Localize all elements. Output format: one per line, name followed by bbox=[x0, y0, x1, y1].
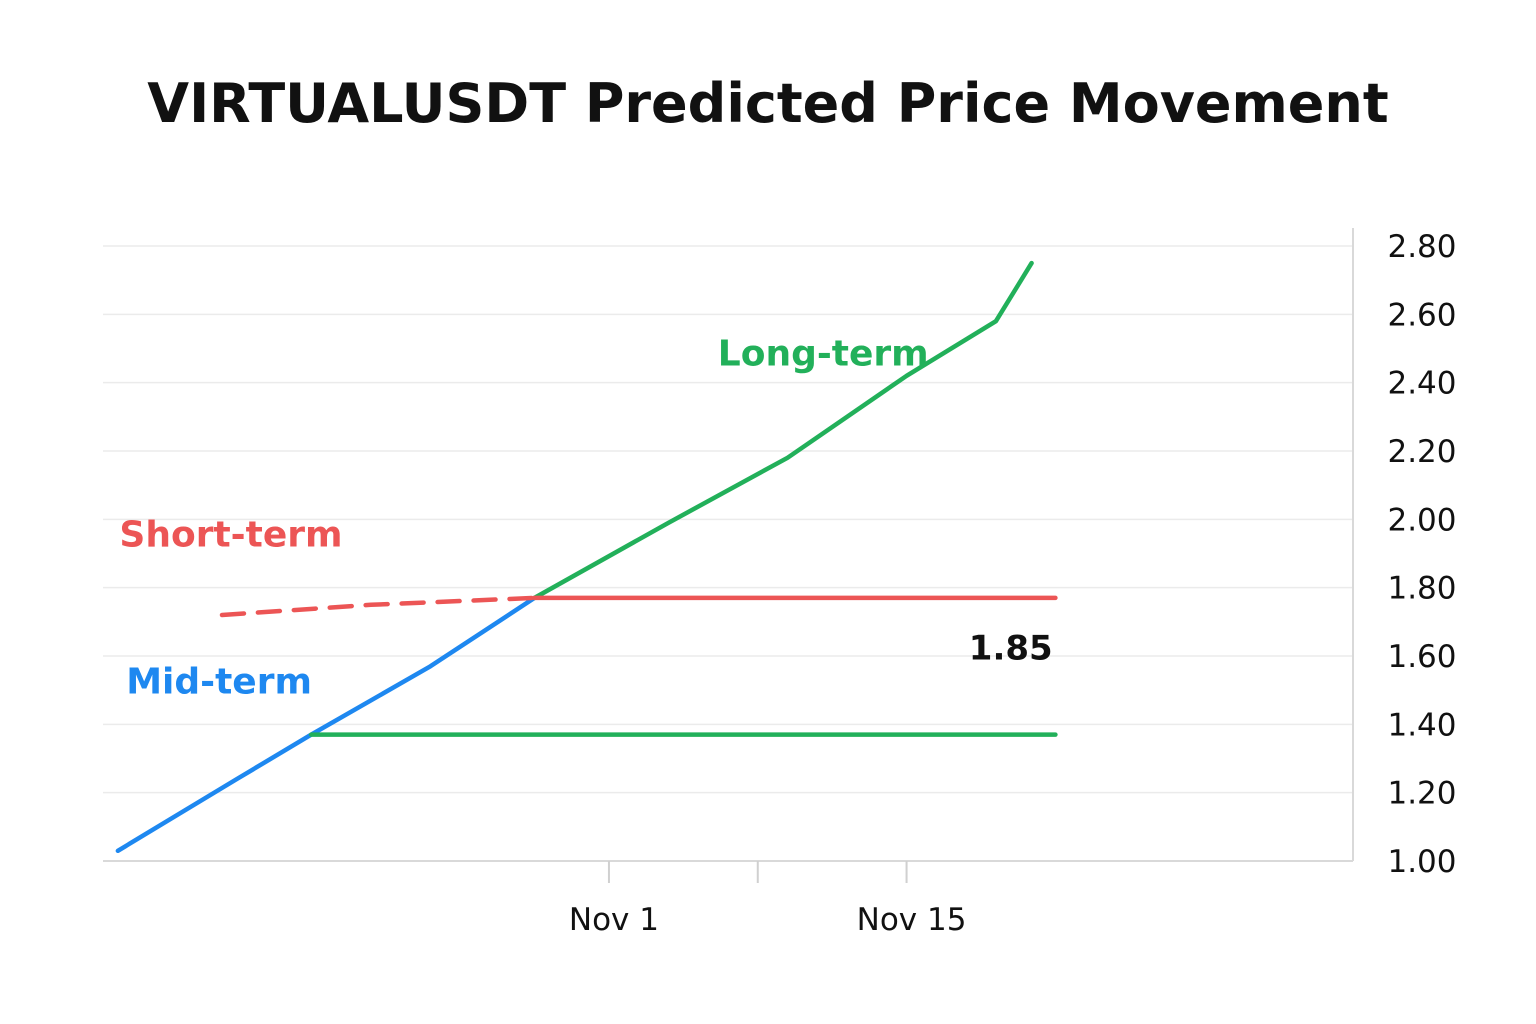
axes: 1.00 1.20 1.40 1.60 1.80 2.00 2.20 2.40 2.60 2.80… bbox=[103, 228, 1457, 938]
value-annotation: 1.85 bbox=[969, 628, 1053, 668]
x-tick-label: Nov 1 bbox=[569, 902, 659, 938]
gridlines bbox=[103, 245, 1353, 794]
y-tick-label: 2.20 bbox=[1387, 434, 1456, 470]
x-tick-label: Nov 15 bbox=[857, 902, 967, 938]
series-label-short-term: Short-term bbox=[119, 515, 342, 556]
y-tick-label: 1.40 bbox=[1387, 707, 1456, 743]
series-lines bbox=[115, 260, 1058, 854]
series-label-long-term: Long-term bbox=[718, 334, 929, 375]
series-line-long-term bbox=[532, 260, 1034, 601]
y-tick-label: 2.80 bbox=[1387, 229, 1456, 265]
series-label-mid-term: Mid-term bbox=[126, 662, 312, 703]
chart-title: VIRTUALUSDT Predicted Price Movement bbox=[147, 72, 1388, 135]
y-tick-label: 1.00 bbox=[1387, 844, 1456, 880]
y-tick-label: 1.20 bbox=[1387, 776, 1456, 812]
labels: Mid-term Long-term Short-term 1.85 bbox=[119, 334, 1052, 703]
y-tick-label: 1.60 bbox=[1387, 639, 1456, 675]
y-tick-label: 1.80 bbox=[1387, 571, 1456, 607]
y-tick-label: 2.40 bbox=[1387, 366, 1456, 402]
series-line-short-term-projected bbox=[219, 595, 537, 618]
y-tick-label: 2.00 bbox=[1387, 502, 1456, 538]
y-tick-label: 2.60 bbox=[1387, 297, 1456, 333]
